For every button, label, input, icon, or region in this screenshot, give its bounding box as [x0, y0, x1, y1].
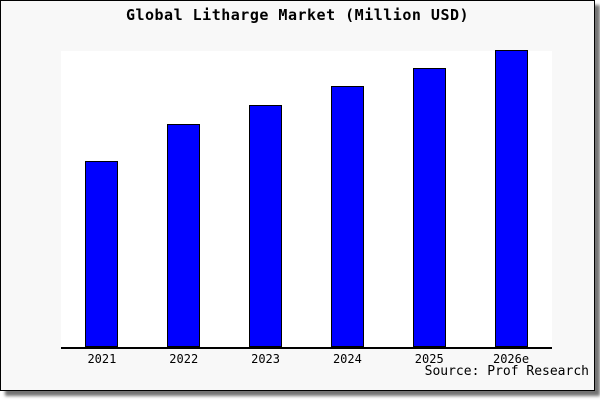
x-tick-label-2025: 2025	[414, 352, 444, 366]
x-tick-label-2021: 2021	[87, 352, 117, 366]
x-tick-label-2024: 2024	[332, 352, 362, 366]
bar-2022	[167, 124, 201, 347]
bar-2023	[249, 105, 283, 347]
chart-title: Global Litharge Market (Million USD)	[125, 6, 470, 24]
source-note: Source: Prof Research	[424, 364, 589, 379]
bar-2026e	[494, 50, 528, 347]
bar-slot-2021	[61, 51, 143, 347]
plot-area	[61, 50, 552, 349]
bar-2025	[412, 68, 446, 347]
bar-slot-2024	[306, 51, 388, 347]
x-tick-label-2022: 2022	[169, 352, 199, 366]
bar-slot-2022	[143, 51, 225, 347]
bar-2021	[85, 161, 119, 347]
x-axis-labels: 2021 2022 2023 2024 2025 2026e	[61, 352, 552, 366]
bar-slot-2023	[225, 51, 307, 347]
bar-slot-2026e	[470, 50, 552, 347]
bar-2024	[330, 86, 364, 347]
bar-slot-2025	[388, 51, 470, 347]
x-tick-label-2023: 2023	[251, 352, 281, 366]
chart-frame: Global Litharge Market (Million USD) 202…	[0, 0, 595, 391]
x-tick-label-2026e: 2026e	[492, 352, 530, 366]
